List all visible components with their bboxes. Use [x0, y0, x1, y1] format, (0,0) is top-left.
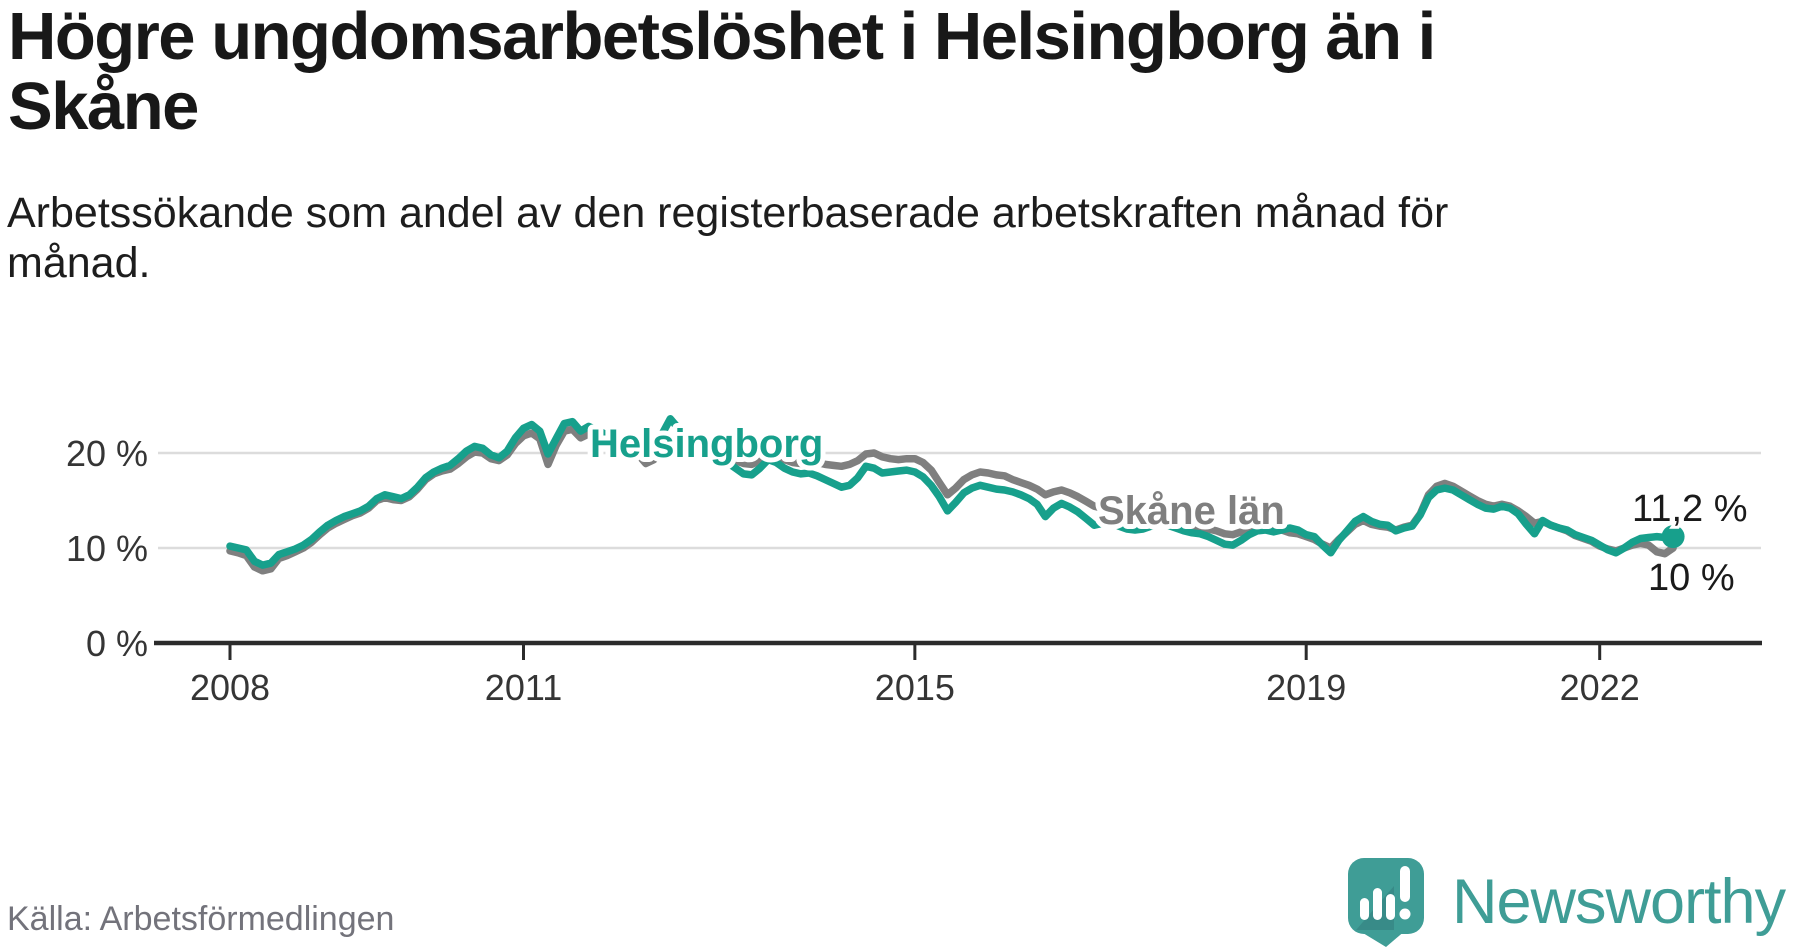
newsworthy-speech-bubble-chart-icon	[1348, 858, 1424, 947]
logo-bar-3-icon	[1386, 894, 1395, 920]
logo-exclamation-bar-icon	[1400, 866, 1410, 902]
logo-bubble-tail	[1358, 930, 1406, 947]
x-tick-label-2011: 2011	[485, 667, 562, 708]
skane-line	[226, 425, 1677, 575]
helsingborg-value-label: 11,2 %	[1632, 488, 1747, 530]
page-title: Högre ungdomsarbetslöshet i Helsingborg …	[8, 0, 1436, 145]
y-tick-label-10: 10 %	[66, 528, 148, 569]
helsingborg-line	[226, 415, 1677, 569]
source-credit: Källa: Arbetsförmedlingen	[7, 900, 395, 938]
logo-exclamation-dot-icon	[1399, 908, 1411, 920]
newsworthy-logo: Newsworthy	[1346, 856, 1786, 948]
x-tick-label-2015: 2015	[875, 667, 955, 708]
y-tick-label-20: 20 %	[66, 433, 148, 474]
logo-bar-1-icon	[1360, 898, 1369, 920]
x-tick-label-2022: 2022	[1560, 667, 1640, 708]
x-tick-label-2019: 2019	[1266, 667, 1346, 708]
skane-series-label: Skåne län	[1098, 489, 1285, 533]
skane-value-label: 10 %	[1648, 557, 1735, 599]
newsworthy-wordmark: Newsworthy	[1452, 867, 1786, 937]
y-tick-label-0: 0 %	[86, 623, 148, 664]
helsingborg-series-label: Helsingborg	[590, 422, 823, 466]
helsingborg-end-dot	[1661, 525, 1685, 549]
page-subtitle: Arbetssökande som andel av den registerb…	[7, 189, 1449, 288]
x-tick-label-2008: 2008	[190, 667, 270, 708]
logo-bar-2-icon	[1373, 888, 1382, 920]
